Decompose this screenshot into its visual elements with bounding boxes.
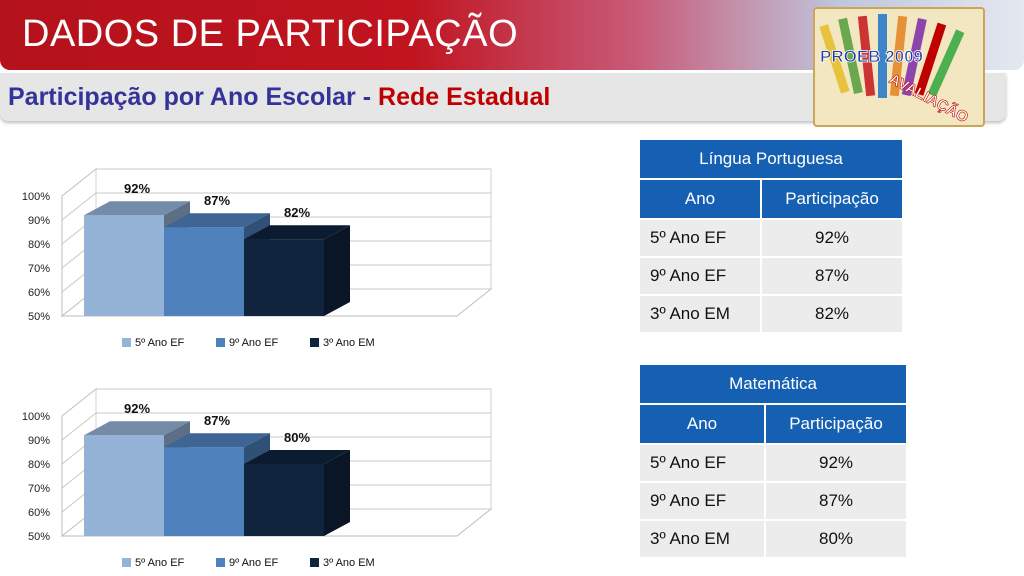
- y-tick-label: 80%: [28, 459, 50, 471]
- chart-lingua-portuguesa: 50% 60% 70% 80% 90% 100% 92% 87% 82% 5º Ano EF 9º …: [22, 167, 493, 349]
- table-title: Língua Portuguesa: [640, 140, 902, 178]
- bar-value-label: 82%: [284, 205, 310, 220]
- legend-label: 9º Ano EF: [229, 557, 279, 569]
- bar-value-label: 87%: [204, 193, 230, 208]
- cell-ano: 5º Ano EF: [640, 220, 762, 256]
- cell-ano: 9º Ano EF: [640, 483, 766, 519]
- bar-top: [84, 201, 190, 216]
- bar-value-label: 87%: [204, 413, 230, 428]
- gridline: [61, 388, 491, 417]
- bar-top: [84, 421, 190, 436]
- y-tick-label: 90%: [28, 215, 50, 227]
- y-tick-label: 100%: [22, 411, 50, 423]
- table-title: Matemática: [640, 365, 906, 403]
- y-tick-label: 50%: [28, 311, 50, 323]
- legend-swatch: [122, 558, 131, 567]
- cell-ano: 5º Ano EF: [640, 445, 766, 481]
- gridline: [61, 192, 491, 221]
- legend-swatch: [216, 558, 225, 567]
- bar-value-label: 80%: [284, 430, 310, 445]
- gridline: [61, 168, 491, 197]
- cell-ano: 3º Ano EM: [640, 521, 766, 557]
- legend-label: 9º Ano EF: [229, 337, 279, 349]
- subtitle: Participação por Ano Escolar - Rede Esta…: [8, 83, 550, 112]
- y-tick-label: 60%: [28, 287, 50, 299]
- legend-swatch: [216, 338, 225, 347]
- bar-side: [324, 450, 350, 536]
- cell-ano: 3º Ano EM: [640, 296, 762, 332]
- table-row: 3º Ano EM 82%: [640, 296, 902, 332]
- y-tick-label: 80%: [28, 239, 50, 251]
- bar-top: [244, 225, 350, 240]
- page-title: DADOS DE PARTICIPAÇÃO: [22, 13, 519, 55]
- y-tick-label: 50%: [28, 531, 50, 543]
- y-tick-label: 100%: [22, 191, 50, 203]
- column-header-ano: Ano: [640, 405, 766, 443]
- bar: [164, 447, 244, 536]
- gridline: [61, 412, 491, 441]
- cell-ano: 9º Ano EF: [640, 258, 762, 294]
- chart-matematica: 50% 60% 70% 80% 90% 100% 92% 87% 80% 5º Ano EF 9º …: [22, 387, 493, 569]
- y-tick-label: 70%: [28, 263, 50, 275]
- cell-participacao: 87%: [766, 483, 906, 519]
- bar-top: [164, 433, 270, 448]
- table-row: 5º Ano EF 92%: [640, 445, 906, 481]
- bar: [164, 227, 244, 316]
- logo-text-1: PROEB 2009: [820, 47, 923, 66]
- bar: [84, 215, 164, 316]
- subtitle-main: Participação por Ano Escolar -: [8, 83, 379, 111]
- cell-participacao: 82%: [762, 296, 902, 332]
- bar: [84, 435, 164, 536]
- legend-label: 5º Ano EF: [135, 337, 185, 349]
- table-row: 3º Ano EM 80%: [640, 521, 906, 557]
- cell-participacao: 80%: [766, 521, 906, 557]
- proeb-logo: PROEB 2009 AVALIAÇÃO: [813, 7, 985, 127]
- table-matematica: Matemática Ano Participação 5º Ano EF 92…: [640, 363, 906, 559]
- y-tick-label: 90%: [28, 435, 50, 447]
- table-row: 5º Ano EF 92%: [640, 220, 902, 256]
- cell-participacao: 92%: [766, 445, 906, 481]
- bar-top: [164, 213, 270, 228]
- cell-participacao: 92%: [762, 220, 902, 256]
- column-header-ano: Ano: [640, 180, 762, 218]
- legend-label: 3º Ano EM: [323, 337, 375, 349]
- legend-swatch: [310, 338, 319, 347]
- y-tick-label: 70%: [28, 483, 50, 495]
- bar: [244, 239, 324, 316]
- legend-swatch: [310, 558, 319, 567]
- cell-participacao: 87%: [762, 258, 902, 294]
- bar: [244, 464, 324, 536]
- bar-top: [244, 450, 350, 464]
- table-row: 9º Ano EF 87%: [640, 483, 906, 519]
- legend-swatch: [122, 338, 131, 347]
- subtitle-highlight: Rede Estadual: [378, 83, 551, 111]
- table-row: 9º Ano EF 87%: [640, 258, 902, 294]
- bar-value-label: 92%: [124, 181, 150, 196]
- column-header-participacao: Participação: [766, 405, 906, 443]
- table-lingua-portuguesa: Língua Portuguesa Ano Participação 5º An…: [640, 138, 902, 334]
- legend-label: 5º Ano EF: [135, 557, 185, 569]
- bar-value-label: 92%: [124, 401, 150, 416]
- bar-side: [324, 225, 350, 316]
- column-header-participacao: Participação: [762, 180, 902, 218]
- y-tick-label: 60%: [28, 507, 50, 519]
- legend-label: 3º Ano EM: [323, 557, 375, 569]
